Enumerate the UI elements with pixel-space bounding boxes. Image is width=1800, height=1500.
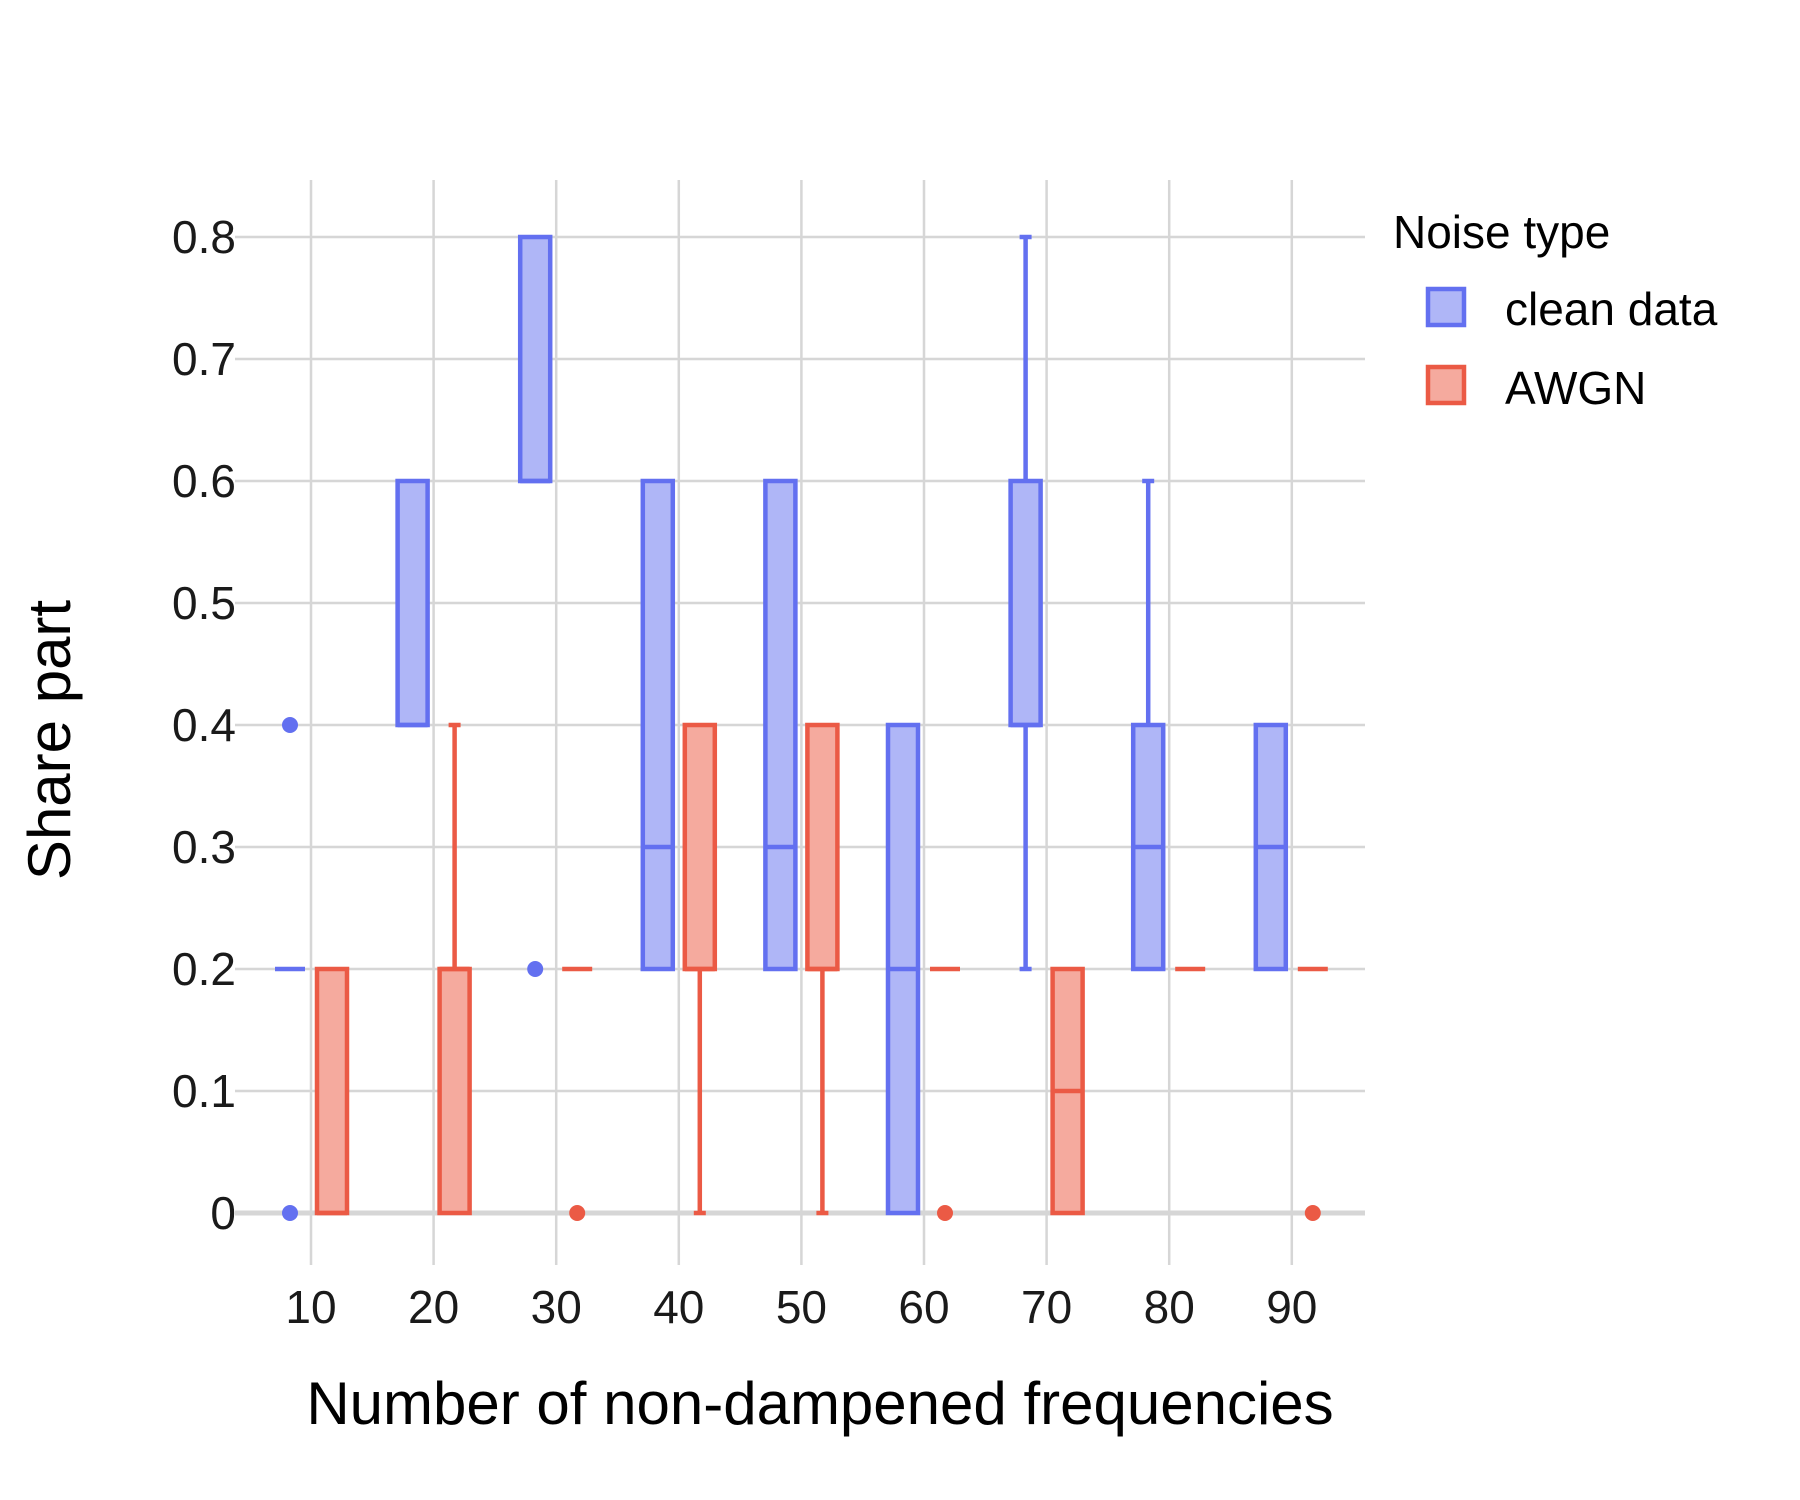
series-clean-data bbox=[275, 234, 1289, 1221]
box-60 bbox=[930, 966, 960, 1221]
y-tick-label: 0.1 bbox=[172, 1065, 236, 1117]
box-plot-series bbox=[275, 234, 1328, 1221]
y-tick-label: 0.7 bbox=[172, 333, 236, 385]
y-tick-label: 0.2 bbox=[172, 943, 236, 995]
box-body bbox=[640, 478, 676, 972]
box-30 bbox=[562, 966, 593, 1221]
x-tick-label: 20 bbox=[408, 1281, 459, 1333]
y-tick-label: 0.3 bbox=[172, 821, 236, 873]
box-90 bbox=[1297, 966, 1328, 1221]
x-tick-label: 90 bbox=[1266, 1281, 1317, 1333]
outlier-point bbox=[569, 1205, 586, 1221]
box-10 bbox=[275, 717, 305, 1221]
box-20 bbox=[395, 478, 430, 728]
box-body bbox=[437, 966, 472, 1216]
x-tick-label: 30 bbox=[531, 1281, 582, 1333]
box-50 bbox=[805, 722, 840, 1216]
y-tick-label: 0.4 bbox=[172, 699, 236, 751]
box-body bbox=[517, 234, 553, 484]
box-body bbox=[395, 478, 430, 728]
box-90 bbox=[1253, 722, 1289, 972]
box-body bbox=[763, 478, 798, 972]
box-40 bbox=[640, 478, 676, 972]
legend-swatch-clean-data bbox=[1425, 286, 1467, 328]
legend: Noise type clean data AWGN bbox=[1393, 206, 1718, 414]
box-60 bbox=[885, 722, 921, 1216]
box-40 bbox=[682, 722, 718, 1216]
legend-label-awgn: AWGN bbox=[1505, 362, 1646, 414]
box-30 bbox=[517, 234, 553, 977]
series-awgn bbox=[314, 722, 1328, 1221]
box-body bbox=[682, 722, 718, 972]
legend-swatch-awgn bbox=[1425, 364, 1467, 406]
box-10 bbox=[314, 966, 350, 1216]
box-body bbox=[1008, 478, 1043, 728]
legend-title: Noise type bbox=[1393, 206, 1610, 258]
outlier-point bbox=[1304, 1205, 1321, 1221]
box-70 bbox=[1008, 234, 1043, 972]
box-20 bbox=[437, 722, 472, 1216]
box-body bbox=[314, 966, 350, 1216]
outlier-point bbox=[527, 961, 544, 977]
x-tick-label: 80 bbox=[1144, 1281, 1195, 1333]
box-50 bbox=[763, 478, 798, 972]
x-tick-label: 60 bbox=[898, 1281, 949, 1333]
outlier-point bbox=[937, 1205, 953, 1221]
legend-label-clean-data: clean data bbox=[1505, 283, 1718, 335]
box-80 bbox=[1130, 478, 1166, 972]
axis-tick-labels: 0 0.1 0.2 0.3 0.4 0.5 0.6 0.7 0.8 10 20 30 40 50 60 70 8… bbox=[172, 211, 1317, 1333]
y-tick-label: 0 bbox=[210, 1187, 236, 1239]
outlier-point bbox=[282, 1205, 298, 1221]
box-70 bbox=[1050, 966, 1085, 1216]
x-axis-title: Number of non-dampened frequencies bbox=[306, 1370, 1333, 1437]
y-tick-label: 0.8 bbox=[172, 211, 236, 263]
box-body bbox=[805, 722, 840, 972]
x-tick-label: 50 bbox=[776, 1281, 827, 1333]
x-tick-label: 70 bbox=[1021, 1281, 1072, 1333]
outlier-point bbox=[282, 717, 298, 733]
x-tick-label: 40 bbox=[653, 1281, 704, 1333]
y-tick-label: 0.6 bbox=[172, 455, 236, 507]
y-axis-title: Share part bbox=[16, 600, 83, 880]
x-tick-label: 10 bbox=[285, 1281, 336, 1333]
y-tick-label: 0.5 bbox=[172, 577, 236, 629]
